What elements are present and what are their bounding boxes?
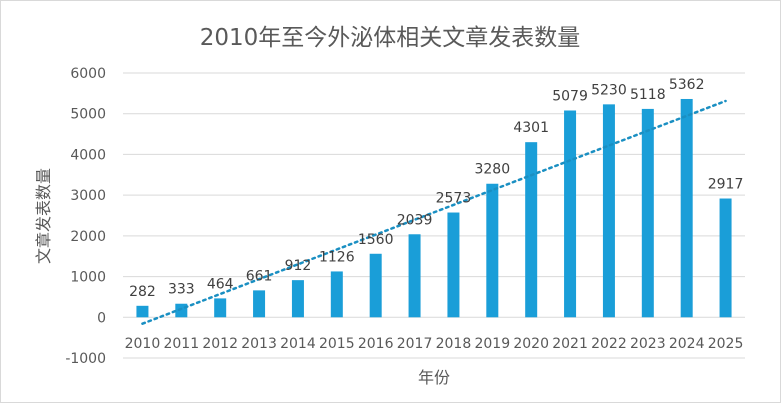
data-label: 661 <box>246 268 273 284</box>
y-tick-label: 2000 <box>70 229 106 245</box>
x-tick-label: 2025 <box>708 336 744 352</box>
x-tick-label: 2021 <box>552 336 588 352</box>
x-tick-label: 2022 <box>591 336 627 352</box>
data-label: 1560 <box>358 232 394 248</box>
data-label: 333 <box>168 282 195 298</box>
bar <box>680 98 693 318</box>
y-axis-label: 文章发表数量 <box>34 168 53 264</box>
data-label: 2039 <box>397 212 433 228</box>
bar <box>486 183 499 318</box>
x-tick-label: 2016 <box>358 336 394 352</box>
bar <box>330 271 343 318</box>
bar <box>525 142 538 318</box>
x-tick-label: 2017 <box>397 336 433 352</box>
bar <box>602 104 615 318</box>
x-tick-label: 2013 <box>241 336 277 352</box>
bar <box>214 298 227 318</box>
chart-title: 2010年至今外泌体相关文章发表数量 <box>200 25 581 51</box>
x-tick-label: 2012 <box>202 336 238 352</box>
y-tick-label: 3000 <box>70 188 106 204</box>
x-tick-label: 2011 <box>163 336 199 352</box>
y-tick-label: 5000 <box>70 107 106 123</box>
y-tick-label: 6000 <box>70 66 106 82</box>
data-label: 5362 <box>669 77 705 93</box>
data-label: 5079 <box>552 88 588 104</box>
bar <box>136 305 149 318</box>
bar <box>408 234 421 318</box>
bar <box>719 198 732 318</box>
x-tick-label: 2020 <box>513 336 549 352</box>
x-tick-label: 2024 <box>669 336 705 352</box>
bar <box>641 108 654 318</box>
data-label: 5230 <box>591 82 627 98</box>
x-tick-label: 2019 <box>474 336 510 352</box>
y-tick-label: 0 <box>97 310 106 326</box>
trendline <box>141 99 727 325</box>
x-axis-label: 年份 <box>418 368 450 387</box>
data-label: 1126 <box>319 249 355 265</box>
bar <box>175 303 188 318</box>
x-tick-label: 2010 <box>125 336 161 352</box>
bar <box>447 212 460 318</box>
data-label: 5118 <box>630 87 666 103</box>
y-tick-label: 1000 <box>70 270 106 286</box>
bar <box>369 253 382 318</box>
y-tick-label: -1000 <box>65 351 106 367</box>
x-tick-label: 2023 <box>630 336 666 352</box>
data-label: 2573 <box>436 191 472 207</box>
bar <box>564 110 577 318</box>
x-tick-label: 2015 <box>319 336 355 352</box>
data-label: 4301 <box>513 120 549 136</box>
data-label: 2917 <box>708 177 744 193</box>
bar <box>291 280 304 318</box>
x-tick-label: 2018 <box>436 336 472 352</box>
data-label: 3280 <box>474 162 510 178</box>
data-label: 464 <box>207 276 234 292</box>
data-label: 282 <box>129 284 156 300</box>
data-label: 912 <box>285 258 312 274</box>
x-tick-label: 2014 <box>280 336 316 352</box>
bar <box>253 290 266 318</box>
y-tick-label: 4000 <box>70 147 106 163</box>
